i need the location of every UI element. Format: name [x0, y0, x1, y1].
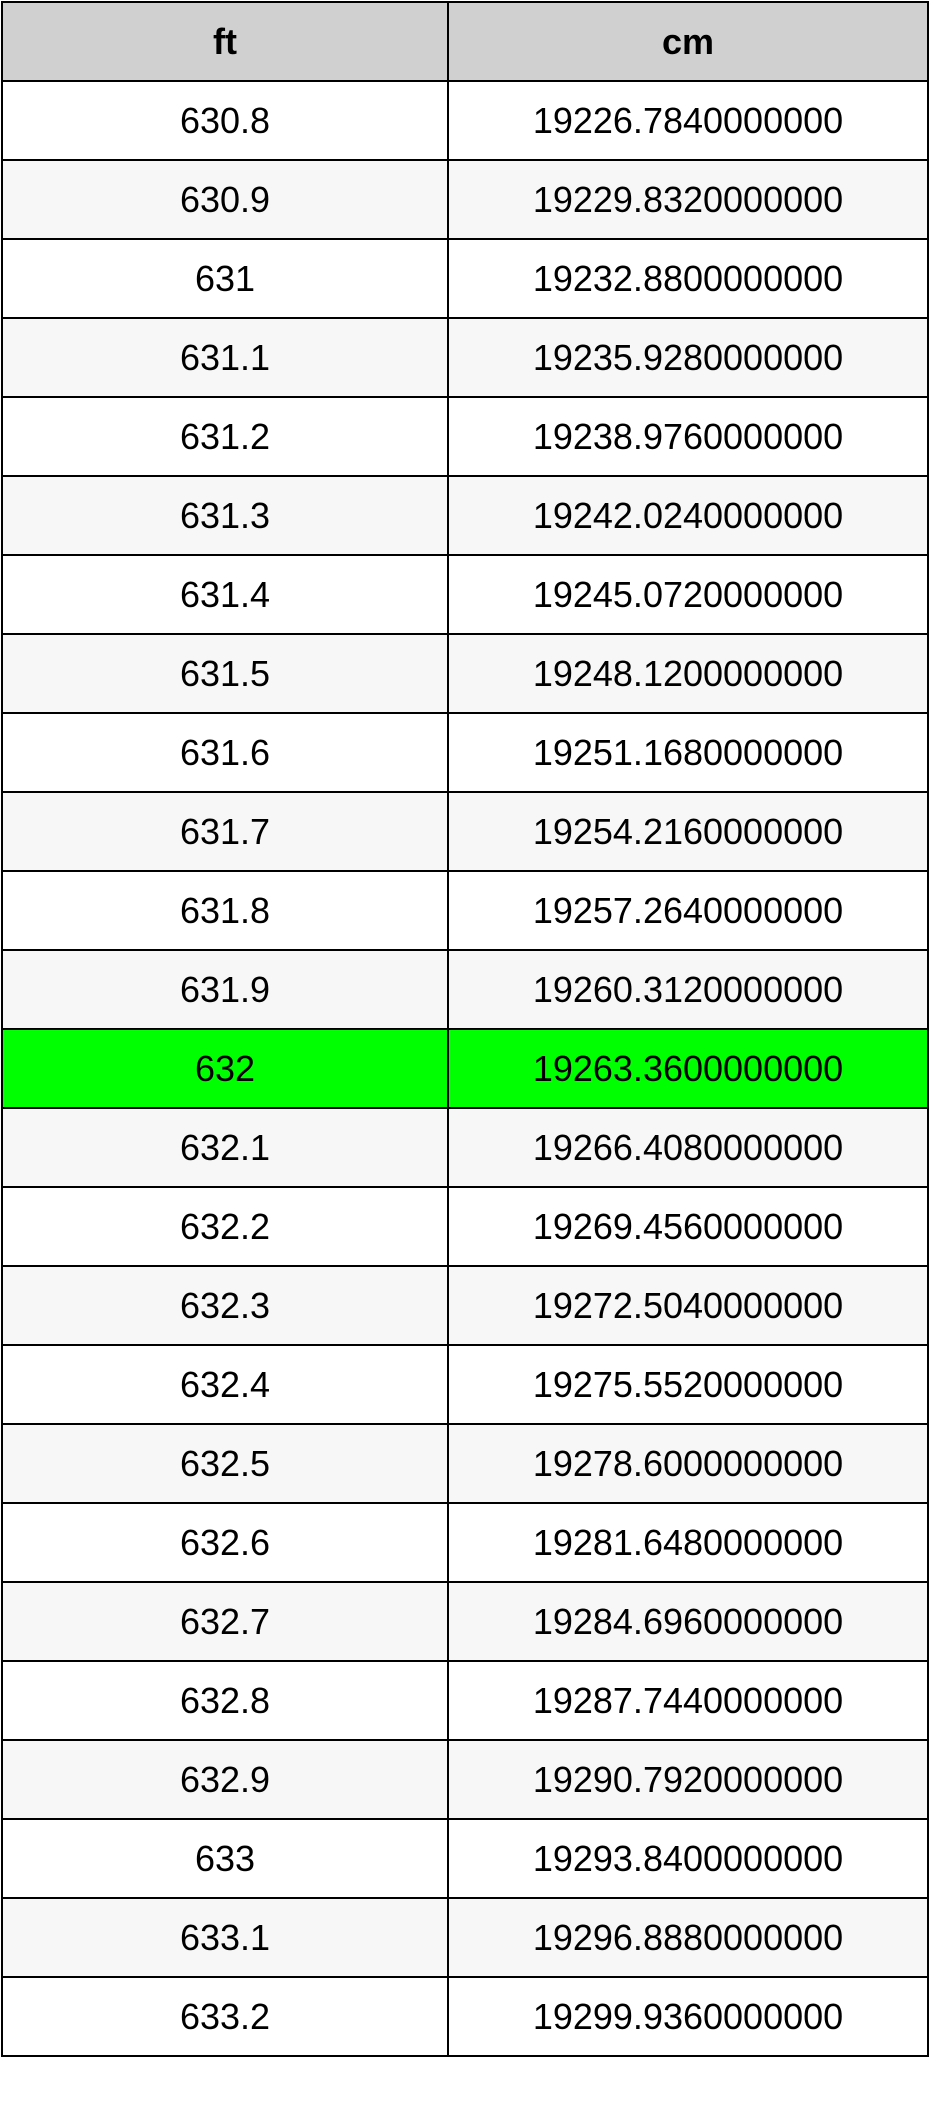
cell-ft: 630.8 — [1, 80, 449, 161]
table-row: 631 19232.8800000000 — [1, 238, 929, 319]
cell-cm: 19266.4080000000 — [447, 1107, 929, 1188]
cell-ft: 631.1 — [1, 317, 449, 398]
table-row: 632.4 19275.5520000000 — [1, 1344, 929, 1425]
header-ft: ft — [1, 1, 449, 82]
cell-cm: 19269.4560000000 — [447, 1186, 929, 1267]
cell-cm: 19251.1680000000 — [447, 712, 929, 793]
cell-ft: 632 — [1, 1028, 449, 1109]
cell-ft: 630.9 — [1, 159, 449, 240]
cell-ft: 631 — [1, 238, 449, 319]
cell-ft: 632.7 — [1, 1581, 449, 1662]
table-row: 630.8 19226.7840000000 — [1, 80, 929, 161]
cell-ft: 633.2 — [1, 1976, 449, 2057]
cell-ft: 632.3 — [1, 1265, 449, 1346]
table-row: 631.6 19251.1680000000 — [1, 712, 929, 793]
cell-ft: 631.4 — [1, 554, 449, 635]
table-row: 632.1 19266.4080000000 — [1, 1107, 929, 1188]
cell-cm: 19235.9280000000 — [447, 317, 929, 398]
cell-ft: 632.5 — [1, 1423, 449, 1504]
cell-cm: 19287.7440000000 — [447, 1660, 929, 1741]
cell-cm: 19248.1200000000 — [447, 633, 929, 714]
cell-cm: 19272.5040000000 — [447, 1265, 929, 1346]
table-row: 631.9 19260.3120000000 — [1, 949, 929, 1030]
cell-ft: 631.8 — [1, 870, 449, 951]
header-row: ft cm — [1, 1, 929, 82]
table-row: 631.2 19238.9760000000 — [1, 396, 929, 477]
cell-ft: 632.8 — [1, 1660, 449, 1741]
cell-cm: 19245.0720000000 — [447, 554, 929, 635]
table-row: 631.8 19257.2640000000 — [1, 870, 929, 951]
table-row: 630.9 19229.8320000000 — [1, 159, 929, 240]
cell-cm: 19263.3600000000 — [447, 1028, 929, 1109]
cell-cm: 19293.8400000000 — [447, 1818, 929, 1899]
table-row: 632.9 19290.7920000000 — [1, 1739, 929, 1820]
cell-ft: 631.2 — [1, 396, 449, 477]
table-row-highlighted: 632 19263.3600000000 — [1, 1028, 929, 1109]
cell-cm: 19278.6000000000 — [447, 1423, 929, 1504]
table-row: 632.8 19287.7440000000 — [1, 1660, 929, 1741]
table-row: 633 19293.8400000000 — [1, 1818, 929, 1899]
table-row: 631.4 19245.0720000000 — [1, 554, 929, 635]
cell-cm: 19257.2640000000 — [447, 870, 929, 951]
table-row: 633.2 19299.9360000000 — [1, 1976, 929, 2057]
cell-cm: 19232.8800000000 — [447, 238, 929, 319]
cell-cm: 19299.9360000000 — [447, 1976, 929, 2057]
cell-ft: 631.6 — [1, 712, 449, 793]
cell-cm: 19281.6480000000 — [447, 1502, 929, 1583]
cell-cm: 19284.6960000000 — [447, 1581, 929, 1662]
cell-ft: 631.3 — [1, 475, 449, 556]
table-row: 633.1 19296.8880000000 — [1, 1897, 929, 1978]
cell-cm: 19296.8880000000 — [447, 1897, 929, 1978]
conversion-table: ft cm 630.8 19226.7840000000 630.9 19229.83… — [1, 1, 929, 2057]
cell-cm: 19238.9760000000 — [447, 396, 929, 477]
cell-ft: 631.5 — [1, 633, 449, 714]
cell-ft: 632.9 — [1, 1739, 449, 1820]
cell-ft: 633 — [1, 1818, 449, 1899]
table-row: 632.2 19269.4560000000 — [1, 1186, 929, 1267]
cell-ft: 631.9 — [1, 949, 449, 1030]
table-row: 632.7 19284.6960000000 — [1, 1581, 929, 1662]
cell-cm: 19229.8320000000 — [447, 159, 929, 240]
cell-ft: 632.1 — [1, 1107, 449, 1188]
table-row: 631.1 19235.9280000000 — [1, 317, 929, 398]
cell-ft: 632.4 — [1, 1344, 449, 1425]
cell-ft: 633.1 — [1, 1897, 449, 1978]
cell-cm: 19290.7920000000 — [447, 1739, 929, 1820]
cell-ft: 632.6 — [1, 1502, 449, 1583]
cell-ft: 632.2 — [1, 1186, 449, 1267]
header-cm: cm — [447, 1, 929, 82]
table-row: 631.7 19254.2160000000 — [1, 791, 929, 872]
cell-cm: 19242.0240000000 — [447, 475, 929, 556]
table-row: 632.6 19281.6480000000 — [1, 1502, 929, 1583]
table-row: 632.3 19272.5040000000 — [1, 1265, 929, 1346]
cell-ft: 631.7 — [1, 791, 449, 872]
cell-cm: 19275.5520000000 — [447, 1344, 929, 1425]
table-row: 631.5 19248.1200000000 — [1, 633, 929, 714]
cell-cm: 19226.7840000000 — [447, 80, 929, 161]
cell-cm: 19254.2160000000 — [447, 791, 929, 872]
cell-cm: 19260.3120000000 — [447, 949, 929, 1030]
table-row: 632.5 19278.6000000000 — [1, 1423, 929, 1504]
table-row: 631.3 19242.0240000000 — [1, 475, 929, 556]
